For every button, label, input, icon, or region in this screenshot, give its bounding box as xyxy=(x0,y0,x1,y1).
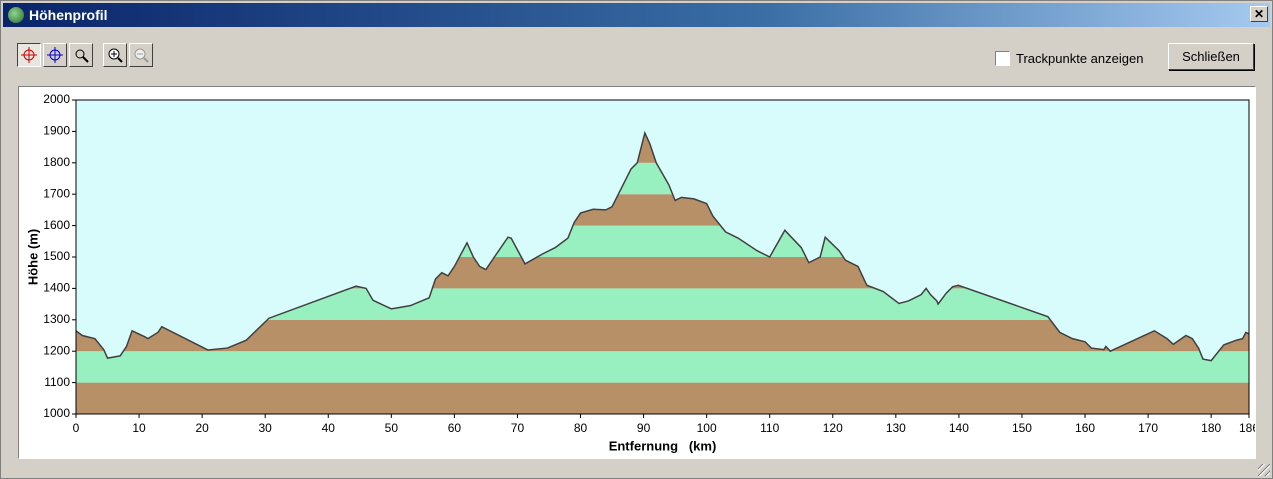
zoom-in-tool[interactable] xyxy=(103,43,127,67)
x-tick-label: 10 xyxy=(132,421,146,435)
y-tick-label: 1800 xyxy=(43,155,70,169)
x-tick-label: 50 xyxy=(385,421,399,435)
x-tick-label: 100 xyxy=(697,421,717,435)
y-tick-label: 1000 xyxy=(43,406,70,420)
zoom-select-tool[interactable] xyxy=(69,43,93,67)
x-tick-label: 120 xyxy=(823,421,843,435)
checkbox-label[interactable]: Trackpunkte anzeigen xyxy=(1016,51,1144,66)
app-icon xyxy=(8,7,24,23)
x-tick-label: 130 xyxy=(886,421,906,435)
y-tick-label: 1200 xyxy=(43,343,70,357)
y-tick-label: 1400 xyxy=(43,281,70,295)
trackpoints-checkbox[interactable] xyxy=(995,51,1010,66)
x-tick-label: 30 xyxy=(259,421,273,435)
crosshair-blue-tool[interactable] xyxy=(43,43,67,67)
y-axis-label: Höhe (m) xyxy=(25,229,40,285)
y-tick-label: 1900 xyxy=(43,124,70,138)
title-bar: Höhenprofil ✕ xyxy=(3,3,1270,27)
x-tick-label: 20 xyxy=(195,421,209,435)
x-tick-label: 140 xyxy=(949,421,969,435)
window-title: Höhenprofil xyxy=(29,7,108,23)
y-tick-label: 1600 xyxy=(43,218,70,232)
x-tick-label: 0 xyxy=(73,421,80,435)
chart-panel: 1000 1100 1200 1300 1400 1500 1600 1700 1800 1900… xyxy=(18,86,1256,459)
y-tick-label: 1300 xyxy=(43,312,70,326)
elevation-band xyxy=(76,382,1249,414)
y-tick-label: 1100 xyxy=(44,375,70,389)
x-tick-label: 160 xyxy=(1075,421,1095,435)
elevation-line xyxy=(75,130,1250,362)
y-tick-label: 1500 xyxy=(43,249,70,263)
resize-grip xyxy=(1258,464,1270,476)
x-tick-label: 170 xyxy=(1138,421,1158,435)
crosshair-red-tool[interactable] xyxy=(17,43,41,67)
x-tick-label: 110 xyxy=(760,421,779,435)
x-tick-label: 60 xyxy=(448,421,462,435)
x-tick-label: 80 xyxy=(574,421,588,435)
x-tick-label: 40 xyxy=(322,421,336,435)
close-window-button[interactable]: ✕ xyxy=(1250,6,1268,22)
x-tick-label: 150 xyxy=(1012,421,1032,435)
x-tick-label: 90 xyxy=(637,421,651,435)
close-button[interactable]: Schließen xyxy=(1168,43,1254,70)
x-axis-label: Entfernung (km) xyxy=(609,438,717,453)
x-tick-label: 70 xyxy=(511,421,525,435)
y-tick-label: 2000 xyxy=(43,92,70,106)
zoom-out-tool[interactable] xyxy=(129,43,153,67)
y-tick-label: 1700 xyxy=(43,186,70,200)
x-tick-label: 186 xyxy=(1239,421,1255,435)
x-tick-label: 180 xyxy=(1201,421,1221,435)
elevation-band xyxy=(76,351,1249,383)
chart: 1000110012001300140015001600170018001900… xyxy=(25,92,1255,453)
